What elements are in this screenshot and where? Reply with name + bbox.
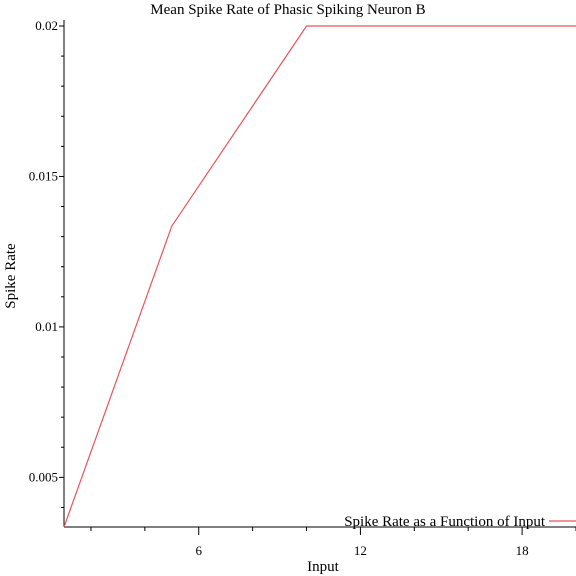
x-tick-label: 12 <box>354 543 367 558</box>
y-tick-label: 0.02 <box>35 18 58 33</box>
x-axis-ticks: 6 12 18 <box>90 527 576 558</box>
legend: Spike Rate as a Function of Input <box>344 514 576 530</box>
chart-title: Mean Spike Rate of Phasic Spiking Neuron… <box>150 2 425 18</box>
plot-area <box>63 25 576 528</box>
y-tick-label: 0.015 <box>29 168 58 183</box>
y-tick-label: 0.005 <box>29 469 58 484</box>
y-tick-label: 0.01 <box>35 319 58 334</box>
x-axis-label: Input <box>307 559 339 575</box>
series-line <box>63 25 576 528</box>
legend-entry-label: Spike Rate as a Function of Input <box>344 514 546 530</box>
x-tick-label: 6 <box>195 543 202 558</box>
y-axis-label: Spike Rate <box>3 243 19 309</box>
y-axis-ticks: 0.005 0.01 0.015 0.02 <box>29 18 64 508</box>
x-tick-label: 18 <box>516 543 529 558</box>
